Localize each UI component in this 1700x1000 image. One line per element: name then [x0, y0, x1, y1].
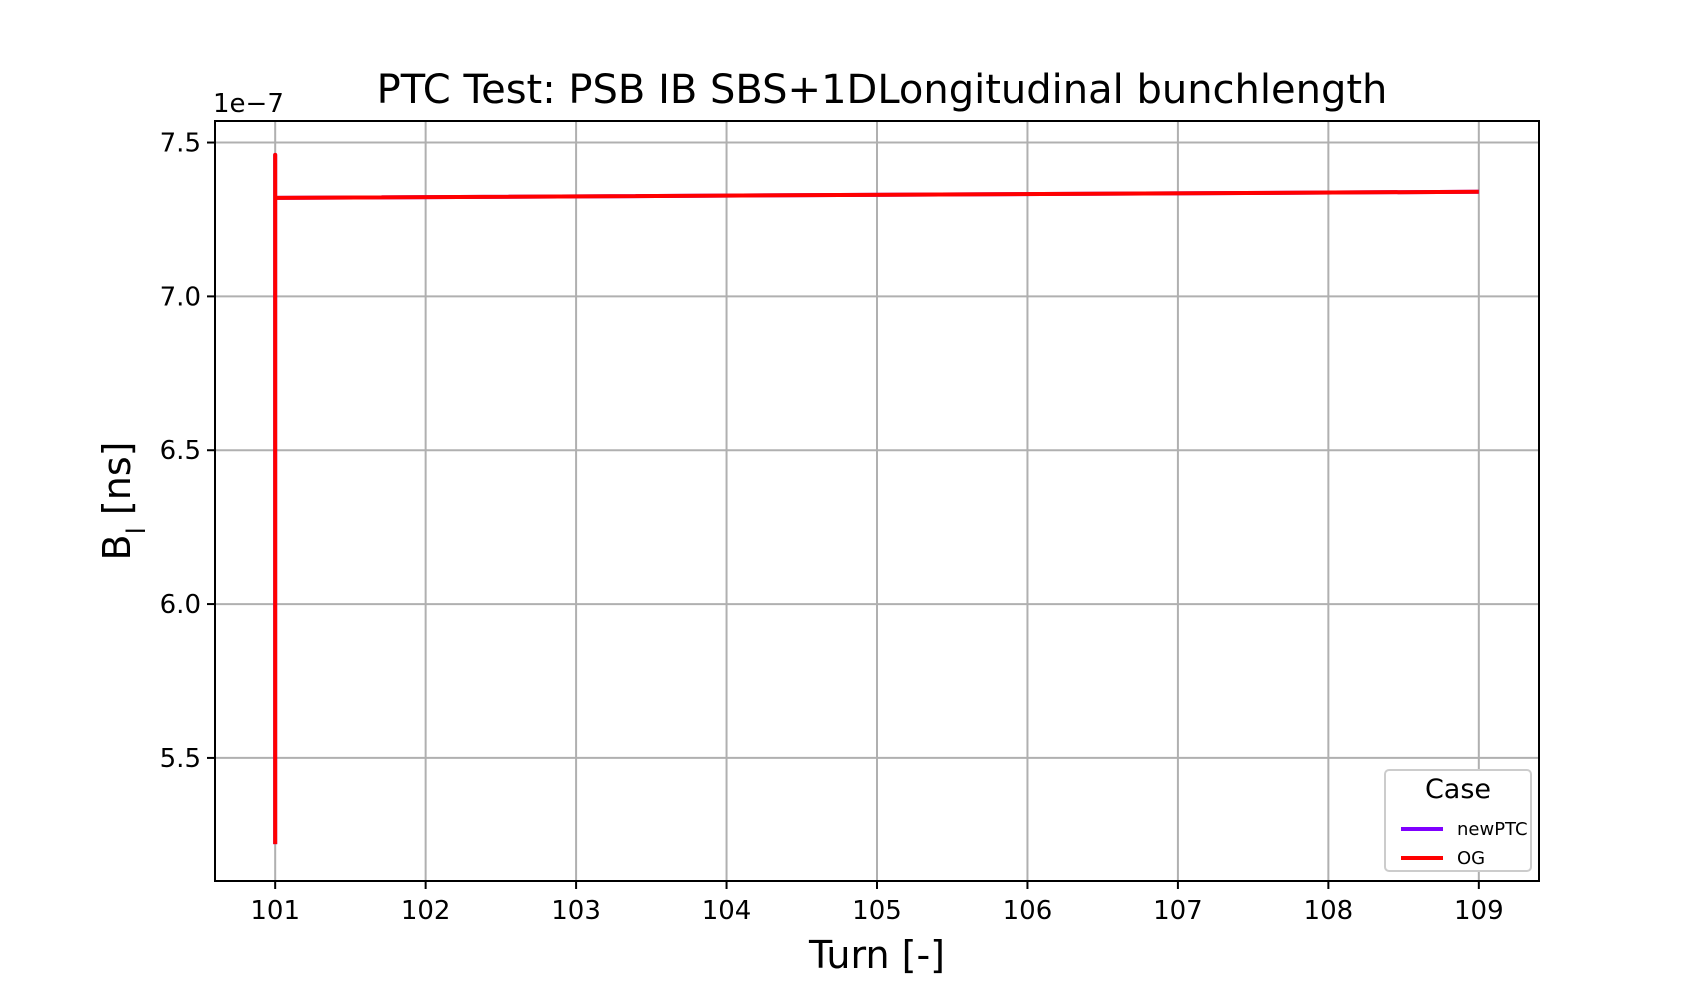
plot-frame — [214, 120, 1540, 882]
x-tick-label: 107 — [1153, 896, 1203, 926]
chart-title: PTC Test: PSB IB SBS+1DLongitudinal bunc… — [377, 67, 1388, 113]
grid — [215, 121, 1539, 881]
x-tick-label: 105 — [852, 896, 902, 926]
y-axis-label: Bl [ns] — [95, 442, 152, 561]
legend-label-newptc: newPTC — [1457, 819, 1528, 840]
legend-title: Case — [1425, 774, 1491, 805]
x-tick-label: 108 — [1304, 896, 1354, 926]
x-tick-label: 103 — [551, 896, 601, 926]
series-lines — [273, 152, 1479, 845]
x-tick-label: 106 — [1003, 896, 1053, 926]
y-offset-label: 1e−7 — [213, 89, 284, 119]
x-tick-label: 104 — [702, 896, 752, 926]
x-axis-label: Turn [-] — [808, 933, 945, 977]
y-tick-label: 5.5 — [160, 744, 201, 774]
legend-label-og: OG — [1457, 848, 1485, 869]
y-tick-label: 7.5 — [160, 129, 201, 159]
y-tick-label: 6.0 — [160, 590, 201, 620]
y-tick-label: 6.5 — [160, 436, 201, 466]
series-line-og — [273, 152, 1479, 845]
y-tick-label: 7.0 — [160, 282, 201, 312]
x-tick-label: 102 — [401, 896, 451, 926]
legend: Case newPTC OG — [1384, 769, 1532, 872]
x-tick-label: 109 — [1454, 896, 1504, 926]
x-tick-label: 101 — [250, 896, 300, 926]
ticks: 101 102 103 104 105 106 107 108 109 5.5 6.0 6.5 7.0 7… — [160, 129, 1504, 926]
legend-box — [1384, 769, 1532, 872]
